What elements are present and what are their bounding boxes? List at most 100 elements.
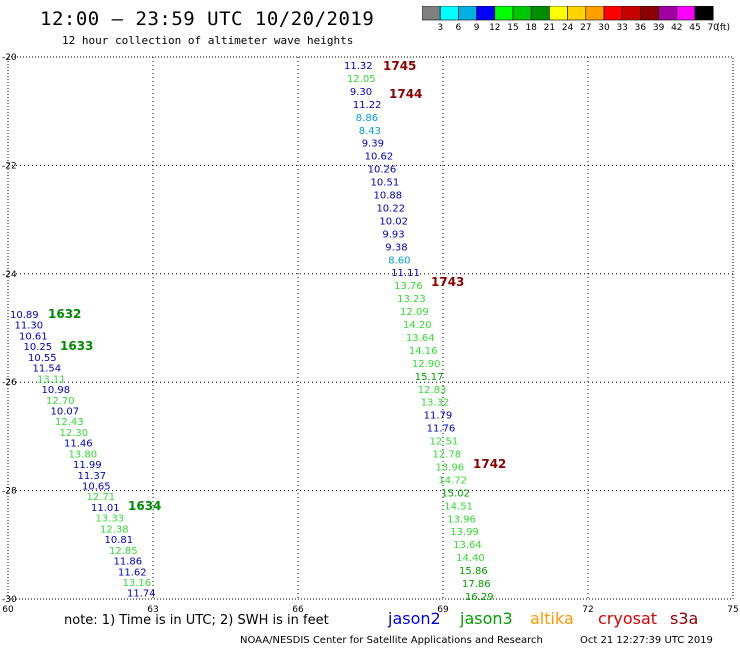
colorbar-label-18: 18 (525, 23, 537, 33)
swh-reading-east-track: 13.64 (406, 333, 435, 344)
pass-time-label: 1634 (128, 499, 161, 513)
lon-tick-label: 60 (2, 605, 14, 615)
map-title: 12:00 — 23:59 UTC 10/20/2019 (40, 8, 375, 30)
lat-tick-label: -30 (2, 595, 17, 605)
generated-timestamp: Oct 21 12:27:39 UTC 2019 (580, 635, 713, 646)
swh-reading-west-track: 11.01 (91, 503, 120, 514)
swh-reading-west-track: 12.38 (100, 524, 129, 535)
swh-reading-east-track: 9.30 (350, 87, 372, 98)
swh-reading-west-track: 10.55 (28, 353, 57, 364)
swh-reading-east-track: 11.79 (424, 411, 453, 422)
lon-tick-label: 63 (147, 605, 158, 615)
swh-reading-west-track: 10.81 (105, 535, 134, 546)
swh-reading-west-track: 10.65 (82, 482, 111, 493)
pass-time-label: 1745 (383, 59, 416, 73)
lat-tick-label: -24 (2, 270, 17, 280)
swh-reading-east-track: 12.05 (347, 74, 376, 85)
lat-tick-label: -20 (2, 53, 17, 63)
colorbar-label-24: 24 (561, 23, 574, 33)
colorbar-label-27: 27 (580, 23, 592, 33)
swh-reading-west-track: 11.30 (15, 321, 44, 332)
swh-reading-east-track: 17.86 (462, 579, 491, 590)
swh-reading-west-track: 12.71 (87, 492, 116, 503)
map-subtitle: 12 hour collection of altimeter wave hei… (62, 34, 354, 47)
swh-reading-west-track: 10.25 (24, 342, 53, 353)
swh-reading-west-track: 13.11 (37, 374, 66, 385)
lon-tick-label: 69 (437, 605, 449, 615)
swh-reading-east-track: 9.39 (362, 139, 384, 150)
units-note: note: 1) Time is in UTC; 2) SWH is in fe… (64, 613, 329, 628)
colorbar-label-12: 12 (489, 23, 501, 33)
lat-tick-label: -26 (2, 378, 17, 388)
pass-time-label: 1744 (389, 87, 422, 101)
swh-reading-west-track: 12.43 (55, 417, 84, 428)
swh-reading-east-track: 13.32 (421, 398, 450, 409)
swh-reading-east-track: 15.02 (441, 488, 470, 499)
swh-reading-east-track: 10.88 (374, 191, 403, 202)
swh-reading-east-track: 10.51 (371, 178, 400, 189)
swh-reading-east-track: 11.22 (353, 100, 382, 111)
wave-height-colorbar (422, 6, 714, 21)
satellite-legend-jason2: jason2 (388, 609, 441, 628)
colorbar-label-36: 36 (634, 23, 647, 33)
swh-reading-east-track: 13.96 (447, 514, 476, 525)
swh-reading-west-track: 13.80 (69, 449, 98, 460)
colorbar-label-45: 45 (689, 23, 701, 33)
pass-time-label: 1632 (48, 307, 81, 321)
colorbar-label-6: 6 (455, 23, 462, 33)
pass-time-label: 1743 (431, 275, 464, 289)
satellite-legend-altika: altika (530, 609, 574, 628)
swh-reading-east-track: 15.17 (415, 372, 444, 383)
swh-reading-east-track: 14.20 (403, 320, 432, 331)
swh-reading-west-track: 12.70 (46, 396, 75, 407)
swh-reading-east-track: 8.43 (359, 126, 381, 137)
swh-reading-east-track: 8.86 (356, 113, 378, 124)
pass-time-label: 1742 (473, 457, 506, 471)
swh-reading-west-track: 11.86 (114, 557, 143, 568)
lon-tick-label: 66 (292, 605, 304, 615)
swh-reading-west-track: 10.61 (19, 331, 48, 342)
colorbar-label-39: 39 (652, 23, 665, 33)
swh-reading-east-track: 14.72 (438, 475, 467, 486)
swh-reading-west-track: 11.54 (33, 364, 62, 375)
swh-reading-east-track: 16.29 (465, 592, 494, 603)
colorbar-swatch-70 (694, 6, 714, 21)
colorbar-label-70: 70 (707, 23, 719, 33)
swh-reading-east-track: 15.86 (459, 566, 488, 577)
swh-reading-west-track: 10.89 (10, 310, 39, 321)
swh-reading-east-track: 13.96 (435, 462, 464, 473)
credit-text: NOAA/NESDIS Center for Satellite Applica… (240, 635, 543, 646)
colorbar-unit: (ft) (716, 23, 730, 33)
swh-reading-east-track: 13.23 (397, 294, 426, 305)
swh-reading-east-track: 8.60 (388, 255, 410, 266)
swh-reading-east-track: 9.93 (382, 229, 404, 240)
swh-reading-east-track: 12.83 (418, 385, 447, 396)
swh-reading-east-track: 9.38 (385, 242, 407, 253)
swh-reading-west-track: 13.16 (123, 578, 152, 589)
swh-reading-west-track: 10.07 (51, 406, 80, 417)
satellite-legend-jason3: jason3 (460, 609, 513, 628)
swh-reading-east-track: 11.32 (344, 61, 373, 72)
swh-reading-east-track: 12.51 (430, 437, 459, 448)
lon-tick-label: 75 (727, 605, 738, 615)
swh-reading-east-track: 10.02 (379, 216, 408, 227)
swh-reading-west-track: 11.62 (118, 567, 147, 578)
satellite-legend-s3a: s3a (670, 609, 699, 628)
swh-reading-east-track: 14.16 (409, 346, 438, 357)
swh-reading-east-track: 10.26 (368, 165, 397, 176)
swh-reading-east-track: 14.51 (444, 501, 473, 512)
lat-tick-label: -28 (2, 487, 17, 497)
lat-tick-label: -22 (2, 161, 17, 171)
swh-reading-east-track: 10.62 (365, 152, 394, 163)
colorbar-label-9: 9 (473, 23, 480, 33)
swh-reading-west-track: 12.85 (109, 546, 138, 557)
swh-reading-east-track: 11.76 (427, 424, 456, 435)
swh-reading-east-track: 11.11 (391, 268, 420, 279)
lon-tick-label: 72 (582, 605, 593, 615)
satellite-legend-cryosat: cryosat (598, 609, 658, 628)
swh-reading-east-track: 12.78 (433, 450, 462, 461)
swh-reading-east-track: 13.99 (450, 527, 479, 538)
colorbar-label-15: 15 (507, 23, 519, 33)
swh-reading-east-track: 12.09 (400, 307, 429, 318)
